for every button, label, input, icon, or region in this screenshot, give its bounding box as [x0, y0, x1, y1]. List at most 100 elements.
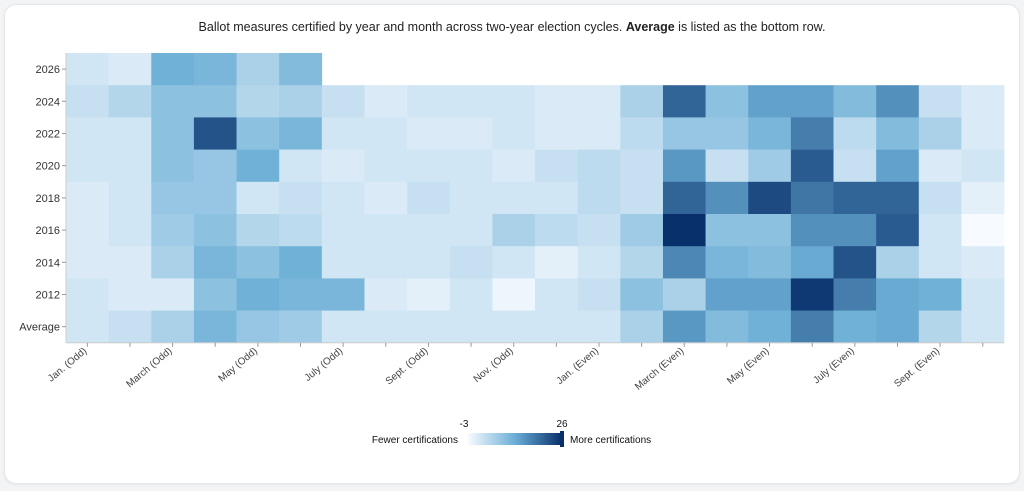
x-tick-label: May (Even)	[725, 346, 771, 387]
heatmap-cell	[321, 181, 365, 215]
heatmap-cell	[108, 214, 152, 247]
x-tick-label: July (Even)	[811, 346, 856, 387]
heatmap-cell	[151, 278, 195, 311]
heatmap-cell	[236, 85, 280, 118]
heatmap-cell	[66, 214, 109, 247]
heatmap-cell	[662, 117, 706, 150]
heatmap-cell	[364, 117, 408, 150]
heatmap-cell	[364, 214, 408, 247]
heatmap-cell	[705, 85, 749, 118]
heatmap-cell	[279, 181, 323, 215]
heatmap-cell	[193, 278, 237, 311]
heatmap-cell	[407, 214, 451, 247]
heatmap-cell	[705, 278, 749, 311]
heatmap-cell	[151, 310, 195, 344]
heatmap-cell	[876, 149, 920, 183]
heatmap-cell	[321, 278, 365, 311]
heatmap-cell	[961, 149, 1005, 183]
heatmap-cell	[407, 246, 451, 279]
heatmap-cell	[705, 117, 749, 150]
x-tick-label: Jan. (Even)	[555, 346, 601, 387]
heatmap-cell	[833, 181, 877, 215]
chart-title-suffix: is listed as the bottom row.	[674, 20, 826, 34]
heatmap-cell	[66, 117, 109, 150]
heatmap-cell	[833, 246, 877, 279]
heatmap-cell	[407, 181, 451, 215]
chart-title: Ballot measures certified by year and mo…	[0, 20, 1024, 34]
heatmap-cell	[108, 117, 152, 150]
x-tick-label: Sept. (Odd)	[384, 346, 431, 388]
heatmap-cell	[918, 310, 962, 344]
heatmap-cell	[535, 246, 578, 279]
heatmap-cell	[620, 214, 664, 247]
y-tick-label: 2012	[36, 290, 60, 302]
heatmap-cell	[833, 310, 877, 344]
heatmap-cell	[66, 278, 109, 311]
heatmap-cell	[705, 149, 749, 183]
heatmap-cell	[151, 149, 195, 183]
heatmap-cell	[535, 85, 578, 118]
heatmap-cell	[66, 53, 109, 86]
heatmap-cell	[321, 117, 365, 150]
x-tick-label: July (Odd)	[303, 346, 345, 384]
heatmap-cell	[876, 117, 920, 150]
y-axis: 2026 2024 2022 2020 2018 2016 2014 2012 Average	[19, 53, 67, 343]
heatmap-cell	[279, 149, 323, 183]
heatmap-cell	[876, 278, 920, 311]
heatmap-cell	[407, 149, 451, 183]
heatmap-cell	[193, 117, 237, 150]
heatmap-cell	[833, 149, 877, 183]
heatmap-cell	[407, 278, 451, 311]
x-tick-label: Jan. (Odd)	[46, 346, 89, 385]
heatmap-cell	[66, 246, 109, 279]
heatmap-cell	[449, 117, 493, 150]
heatmap-cell	[193, 53, 237, 86]
heatmap-cell	[833, 214, 877, 247]
heatmap-cell	[66, 85, 109, 118]
heatmap-cell	[279, 85, 323, 118]
heatmap-cell	[577, 117, 621, 150]
heatmap-cell	[449, 214, 493, 247]
heatmap-cell	[364, 310, 408, 344]
heatmap-cell	[918, 181, 962, 215]
heatmap-cell	[662, 149, 706, 183]
heatmap-cell	[449, 278, 493, 311]
heatmap-cell	[492, 117, 536, 150]
heatmap-cell	[535, 181, 578, 215]
heatmap-cell	[748, 117, 792, 150]
heatmap-cell	[790, 278, 834, 311]
chart-title-prefix: Ballot measures certified by year and mo…	[198, 20, 626, 34]
heatmap-cell	[790, 85, 834, 118]
heatmap-cell	[748, 181, 792, 215]
heatmap-cell	[620, 85, 664, 118]
heatmap-cell	[620, 181, 664, 215]
heatmap-cell	[833, 278, 877, 311]
heatmap-cell	[321, 214, 365, 247]
heatmap-cell	[321, 310, 365, 344]
heatmap-cell	[662, 278, 706, 311]
heatmap-cell	[961, 117, 1005, 150]
heatmap-cell	[790, 310, 834, 344]
heatmap-cell	[151, 85, 195, 118]
heatmap-cell	[279, 117, 323, 150]
heatmap-cell	[407, 310, 451, 344]
heatmap-cell	[918, 149, 962, 183]
heatmap-cell	[790, 246, 834, 279]
heatmap-cell	[236, 214, 280, 247]
heatmap-cell	[620, 117, 664, 150]
heatmap-cell	[705, 310, 749, 344]
heatmap-cell	[918, 214, 962, 247]
legend-min-value: -3	[460, 419, 469, 430]
heatmap-cell	[449, 310, 493, 344]
heatmap-cell	[364, 246, 408, 279]
heatmap-cell	[577, 310, 621, 344]
heatmap-cell	[151, 246, 195, 279]
legend-max-marker	[560, 431, 564, 447]
heatmap-cell	[108, 85, 152, 118]
heatmap-cell	[748, 85, 792, 118]
heatmap-cell	[961, 278, 1005, 311]
legend-gradient	[468, 433, 562, 445]
x-tick-label: May (Odd)	[217, 346, 260, 385]
heatmap-cell	[279, 278, 323, 311]
